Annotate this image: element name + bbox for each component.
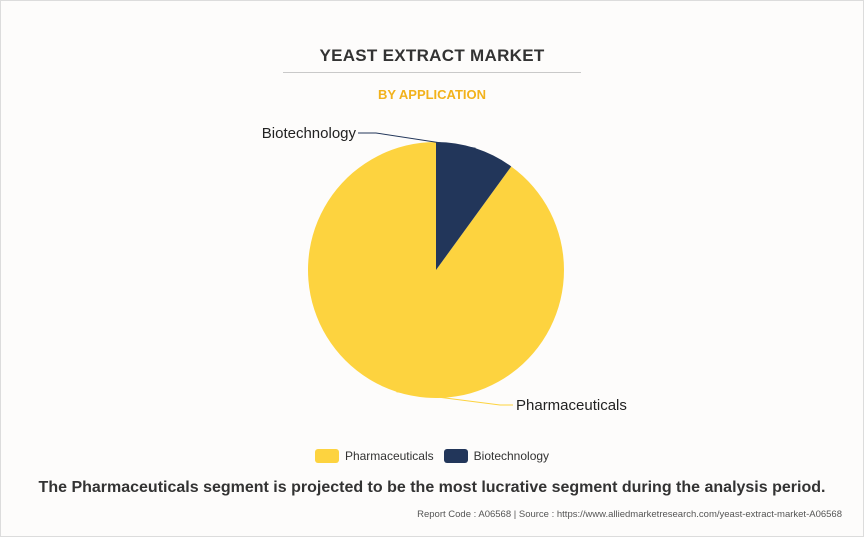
slice-label-pharmaceuticals: Pharmaceuticals bbox=[516, 397, 627, 414]
slice-label-biotechnology: Biotechnology bbox=[262, 125, 357, 142]
legend-swatch-biotechnology bbox=[443, 449, 468, 463]
leader-line-pharmaceuticals bbox=[396, 391, 513, 406]
pie-slice-biotechnology[interactable] bbox=[436, 142, 512, 270]
leader-line-biotechnology bbox=[358, 132, 476, 149]
legend-item-pharmaceuticals[interactable]: Pharmaceuticals bbox=[314, 449, 434, 463]
legend-label-pharmaceuticals: Pharmaceuticals bbox=[344, 449, 434, 463]
chart-subtitle: BY APPLICATION bbox=[377, 87, 487, 102]
legend-swatch-pharmaceuticals bbox=[314, 449, 339, 463]
chart-title: YEAST EXTRACT MARKET bbox=[319, 46, 545, 65]
report-footer: Report Code : A06568 | Source : https://… bbox=[417, 509, 842, 520]
title-divider bbox=[283, 72, 581, 73]
chart-caption: The Pharmaceuticals segment is projected… bbox=[38, 479, 826, 496]
chart-legend: Pharmaceuticals Biotechnology bbox=[0, 449, 864, 463]
legend-label-biotechnology: Biotechnology bbox=[473, 449, 550, 463]
legend-item-biotechnology[interactable]: Biotechnology bbox=[443, 449, 550, 463]
